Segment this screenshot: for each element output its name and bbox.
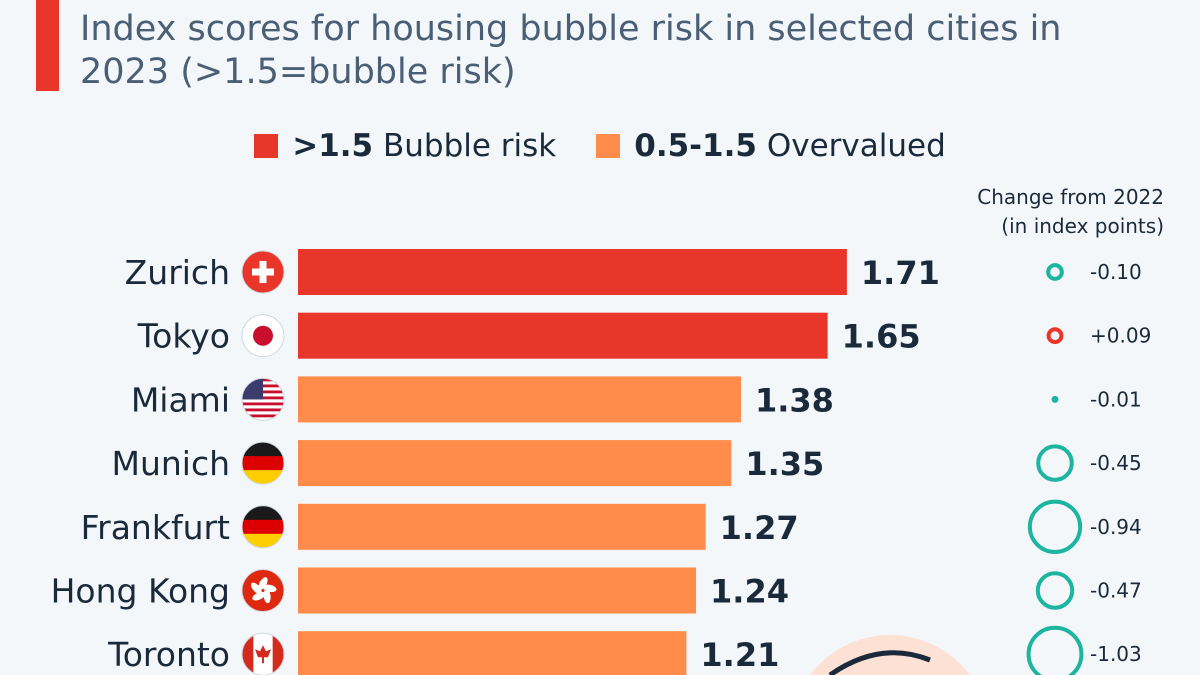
flag-band bbox=[242, 519, 284, 535]
value-label: 1.27 bbox=[720, 509, 799, 547]
usa-flag-icon bbox=[241, 377, 285, 421]
category-label: Toronto bbox=[107, 635, 230, 674]
flag-cross bbox=[252, 268, 274, 276]
bar bbox=[298, 440, 732, 487]
bar bbox=[298, 631, 687, 675]
bar bbox=[298, 312, 828, 359]
flag-petal bbox=[258, 577, 268, 590]
flag-petal bbox=[263, 589, 271, 604]
flag-body bbox=[242, 251, 284, 293]
change-label: -0.10 bbox=[1090, 260, 1142, 284]
flag-band bbox=[242, 456, 284, 471]
change-marker bbox=[1051, 395, 1059, 403]
change-marker bbox=[1027, 499, 1083, 554]
flag-body bbox=[242, 569, 284, 612]
change-marker bbox=[1046, 327, 1064, 345]
flag-sun bbox=[253, 325, 273, 346]
value-label: 1.35 bbox=[745, 445, 824, 483]
change-label: +0.09 bbox=[1090, 324, 1151, 348]
flag-border bbox=[241, 441, 285, 485]
category-label: Miami bbox=[131, 380, 230, 419]
change-label: -0.01 bbox=[1090, 387, 1142, 411]
chart-title: Index scores for housing bubble risk in … bbox=[80, 9, 1062, 92]
change-label: -1.03 bbox=[1090, 642, 1142, 666]
bar bbox=[298, 376, 741, 423]
flag-body bbox=[242, 442, 284, 485]
title-accent-bar bbox=[36, 0, 59, 91]
legend-label: Overvalued bbox=[766, 128, 946, 164]
flag-border bbox=[241, 314, 285, 358]
legend-item-bubble-risk: >1.5 Bubble risk bbox=[254, 128, 556, 164]
flag-stripe bbox=[242, 414, 284, 418]
bar bbox=[298, 503, 706, 550]
change-label: -0.47 bbox=[1090, 579, 1142, 603]
legend-swatch-bubble-risk bbox=[254, 134, 279, 158]
legend-range: >1.5 bbox=[292, 128, 374, 164]
bar bbox=[298, 249, 847, 295]
germany-flag-icon bbox=[241, 441, 285, 485]
flag-stripe bbox=[242, 411, 284, 415]
flag-band bbox=[272, 633, 284, 675]
change-header-line2: (in index points) bbox=[1001, 214, 1164, 238]
flag-border bbox=[241, 377, 285, 421]
category-label: Frankfurt bbox=[81, 508, 230, 547]
hong-kong-flag-icon bbox=[241, 569, 285, 612]
flag-border bbox=[241, 569, 285, 612]
change-column-header: Change from 2022 (in index points) bbox=[977, 183, 1164, 241]
switzerland-flag-icon bbox=[241, 250, 285, 294]
bar bbox=[298, 567, 697, 614]
germany-flag-icon bbox=[241, 505, 285, 549]
flag-stripe bbox=[242, 405, 284, 409]
flag-bg bbox=[242, 569, 284, 612]
flag-petal bbox=[250, 582, 262, 595]
change-marker bbox=[1035, 571, 1075, 610]
flag-band bbox=[242, 633, 254, 675]
legend-item-overvalued: 0.5-1.5 Overvalued bbox=[596, 128, 946, 164]
japan-flag-icon bbox=[241, 314, 285, 358]
flag-stripe bbox=[242, 408, 284, 412]
legend: >1.5 Bubble risk 0.5-1.5 Overvalued bbox=[0, 128, 1200, 164]
category-label: Hong Kong bbox=[51, 572, 230, 611]
legend-swatch-overvalued bbox=[596, 134, 621, 158]
value-label: 1.38 bbox=[755, 381, 834, 419]
change-marker bbox=[1046, 263, 1064, 281]
flag-body bbox=[242, 505, 284, 548]
flag-border bbox=[241, 505, 285, 549]
decorative-peach-circle bbox=[810, 634, 970, 675]
flag-body bbox=[242, 378, 284, 421]
flag-band bbox=[242, 442, 284, 457]
legend-label: Bubble risk bbox=[382, 128, 557, 164]
category-label: Munich bbox=[111, 444, 230, 483]
change-marker bbox=[1036, 444, 1074, 482]
value-label: 1.65 bbox=[842, 318, 921, 356]
change-label: -0.94 bbox=[1090, 515, 1142, 539]
flag-stripe bbox=[242, 399, 284, 403]
flag-band bbox=[242, 533, 284, 548]
change-header-line1: Change from 2022 bbox=[977, 185, 1164, 209]
flag-band bbox=[242, 505, 284, 521]
flag-petal bbox=[252, 591, 266, 601]
legend-range: 0.5-1.5 bbox=[634, 128, 757, 164]
flag-stripe bbox=[242, 417, 284, 421]
flag-maple-leaf bbox=[255, 645, 271, 664]
flag-stripe bbox=[242, 402, 284, 406]
flag-body bbox=[242, 314, 284, 357]
flag-band bbox=[242, 470, 284, 485]
value-label: 1.21 bbox=[700, 636, 779, 674]
value-label: 1.71 bbox=[861, 254, 940, 292]
canada-flag-icon bbox=[241, 632, 285, 675]
flag-border bbox=[241, 250, 285, 294]
flag-border bbox=[241, 632, 285, 675]
category-label: Tokyo bbox=[137, 317, 230, 356]
category-label: Zurich bbox=[125, 253, 230, 292]
flag-body bbox=[242, 633, 284, 675]
value-label: 1.24 bbox=[710, 573, 789, 611]
change-label: -0.45 bbox=[1090, 451, 1142, 475]
change-marker bbox=[1026, 625, 1084, 675]
